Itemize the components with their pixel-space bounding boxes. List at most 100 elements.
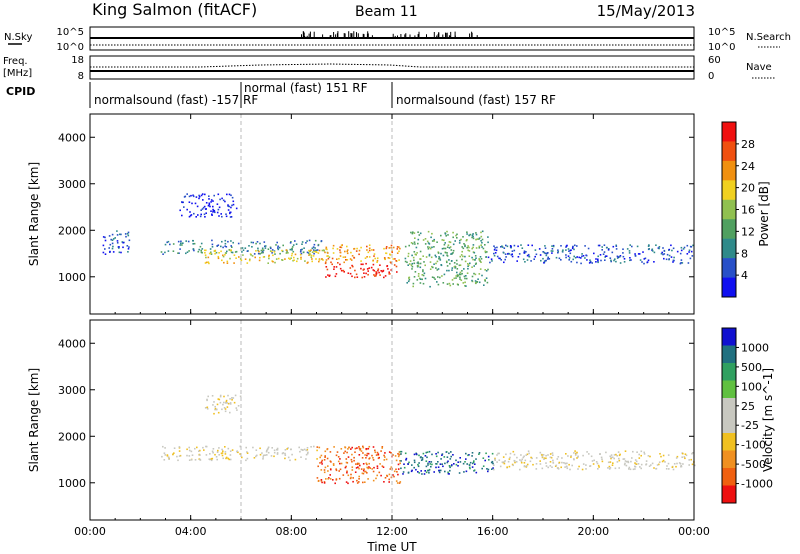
velocity-xtick-label-1: 04:00 (175, 525, 207, 538)
velocity-colorbar-swatch-3 (722, 380, 736, 399)
power-colorbar-swatch-1 (722, 141, 736, 162)
freq-tick-top: 18 (71, 55, 84, 66)
power-colorbar-tick-5: 8 (741, 247, 748, 260)
velocity-yticks: 4000 3000 2000 1000 (58, 337, 694, 490)
nsky-label: N.Sky (4, 32, 32, 43)
velocity-xticks: 00:00 04:00 08:00 12:00 16:00 20:00 00:00 (74, 320, 710, 538)
velocity-colorbar-label: Velocity [m s^-1] (761, 368, 775, 472)
power-colorbar-swatch-5 (722, 219, 736, 239)
nave-trace (90, 63, 694, 68)
power-colorbar: 28 24 20 16 12 8 4 (721, 121, 755, 298)
power-colorbar-tick-1: 24 (741, 160, 755, 173)
power-colorbar-swatch-0 (722, 122, 736, 142)
nsky-panel: N.Sky 10^5 10^0 10^5 10^0 N.Search (4, 26, 791, 53)
velocity-xtick-label-4: 16:00 (477, 525, 509, 538)
velocity-xlabel: Time UT (366, 540, 417, 554)
velocity-ylabel: Slant Range [km] (27, 368, 41, 472)
velocity-echoes (161, 394, 696, 485)
velocity-colorbar-swatch-4 (722, 398, 736, 416)
nave-tick-top: 60 (708, 55, 721, 66)
freq-label: Freq. (3, 56, 28, 67)
velocity-colorbar-swatch-2 (722, 363, 736, 381)
velocity-echo-band-1 (316, 445, 402, 485)
power-echo-band-5 (404, 230, 489, 288)
freq-tick-bottom: 8 (78, 71, 84, 82)
nsearch-tick-top: 10^5 (708, 27, 735, 38)
power-echoes (102, 193, 694, 288)
station-title: King Salmon (fitACF) (92, 0, 257, 19)
velocity-colorbar-swatch-9 (722, 485, 736, 504)
power-echo-band-2 (204, 248, 331, 265)
velocity-echo-band-4 (204, 394, 242, 415)
freq-unit: [MHz] (3, 68, 32, 79)
power-ylabel: Slant Range [km] (27, 162, 41, 266)
velocity-xtick-label-2: 08:00 (275, 525, 307, 538)
velocity-colorbar-swatch-0 (722, 328, 736, 346)
nave-label: Nave (746, 62, 772, 73)
power-panel: 4000 3000 2000 1000 Slant Range [km] 28 24 20… (27, 113, 771, 315)
velocity-ytick-label-0: 4000 (58, 337, 86, 350)
cpid-row: CPID normalsound (fast) -157 RF normal (… (6, 81, 556, 108)
velocity-panel: 4000 3000 2000 1000 00:00 04:00 08:00 12:00 16:… (27, 319, 775, 554)
cpid-segment-2: normal (fast) 151 RF (244, 81, 368, 95)
velocity-colorbar-swatch-5 (722, 415, 736, 434)
velocity-ytick-label-1: 3000 (58, 384, 86, 397)
velocity-colorbar-tick-0: 1000 (741, 341, 769, 354)
power-echo-band-7 (179, 193, 238, 218)
power-echo-band-4 (324, 244, 401, 265)
velocity-xtick-label-3: 12:00 (376, 525, 408, 538)
power-colorbar-swatch-4 (722, 199, 736, 220)
power-echo-band-6 (487, 244, 694, 265)
velocity-colorbar-tick-5: -100 (741, 439, 766, 452)
power-ytick-label-0: 4000 (58, 131, 86, 144)
velocity-colorbar: 1000 500 100 25 -25 -100 -500 -1000 (721, 327, 773, 504)
velocity-xtick-label-6: 00:00 (678, 525, 710, 538)
velocity-echo-band-0 (161, 445, 318, 462)
velocity-colorbar-tick-3: 25 (741, 400, 755, 413)
power-echo-band-3 (325, 262, 398, 279)
freq-panel: Freq. [MHz] 18 8 60 0 Nave (3, 55, 776, 82)
velocity-echo-band-2 (399, 450, 494, 475)
nsky-spikes (301, 31, 478, 37)
cpid-segment-1: normalsound (fast) -157 RF (94, 93, 258, 107)
power-colorbar-swatch-6 (722, 238, 736, 259)
date-title: 15/May/2013 (597, 2, 695, 20)
nsearch-tick-bottom: 10^0 (708, 42, 735, 53)
velocity-echo-band-3 (493, 450, 696, 471)
nave-tick-bottom: 0 (708, 71, 714, 82)
velocity-colorbar-swatch-6 (722, 433, 736, 451)
velocity-colorbar-swatch-8 (722, 468, 736, 486)
velocity-xtick-label-5: 20:00 (577, 525, 609, 538)
power-colorbar-label: Power [dB] (757, 181, 771, 246)
velocity-ytick-label-3: 1000 (58, 477, 86, 490)
power-ytick-label-3: 1000 (58, 271, 86, 284)
power-colorbar-tick-2: 20 (741, 182, 755, 195)
power-colorbar-tick-4: 12 (741, 225, 755, 238)
velocity-colorbar-swatch-7 (722, 450, 736, 469)
power-colorbar-tick-6: 4 (741, 269, 748, 282)
velocity-colorbar-tick-7: -1000 (741, 478, 773, 491)
power-colorbar-swatch-3 (722, 180, 736, 201)
velocity-colorbar-tick-6: -500 (741, 458, 766, 471)
velocity-colorbar-swatch-1 (722, 345, 736, 364)
power-colorbar-swatch-2 (722, 160, 736, 181)
nsky-tick-top: 10^5 (57, 27, 84, 38)
velocity-colorbar-tick-4: -25 (741, 419, 759, 432)
power-colorbar-tick-0: 28 (741, 138, 755, 151)
cpid-segment-3: normalsound (fast) 157 RF (396, 93, 556, 107)
beam-title: Beam 11 (355, 4, 418, 20)
power-ytick-label-1: 3000 (58, 178, 86, 191)
velocity-colorbar-tick-2: 100 (741, 380, 762, 393)
velocity-ytick-label-2: 2000 (58, 430, 86, 443)
power-echo-band-1 (160, 239, 323, 255)
cpid-label: CPID (6, 85, 35, 98)
velocity-xtick-label-0: 00:00 (74, 525, 106, 538)
power-ytick-label-2: 2000 (58, 224, 86, 237)
power-colorbar-tick-3: 16 (741, 204, 755, 217)
power-echo-band-0 (102, 230, 131, 255)
velocity-colorbar-tick-1: 500 (741, 361, 762, 374)
power-yticks: 4000 3000 2000 1000 (58, 131, 694, 284)
nsearch-label: N.Search (746, 32, 791, 43)
power-xticks (89, 114, 695, 314)
